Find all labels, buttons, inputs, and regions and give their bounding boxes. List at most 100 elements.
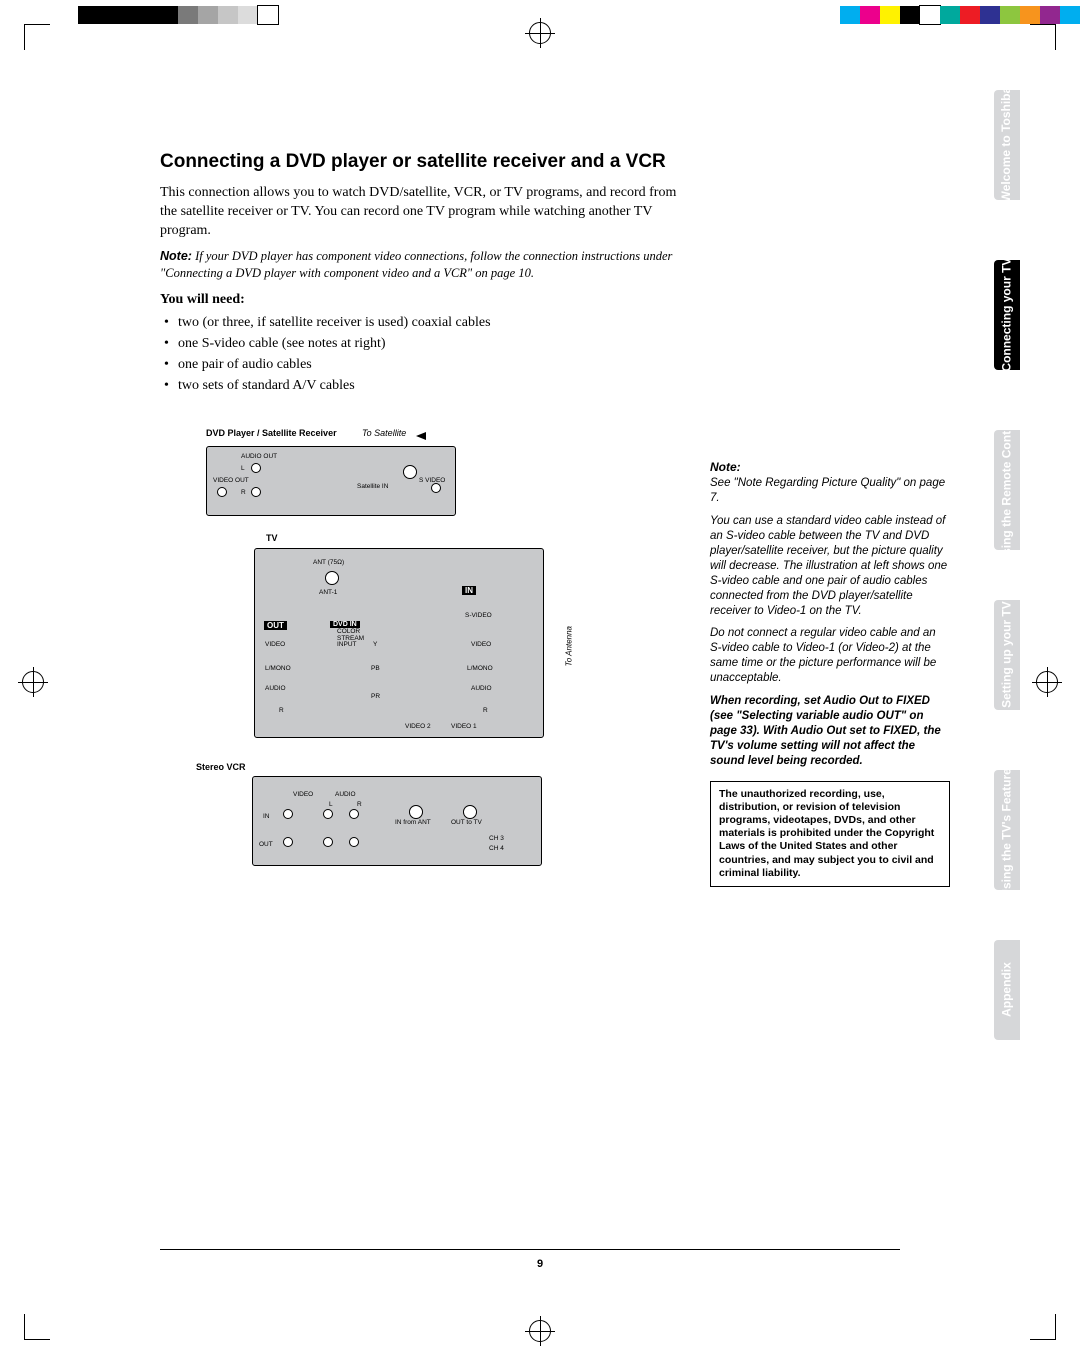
port-satellite-in: Satellite IN <box>357 483 388 490</box>
section-title: Connecting a DVD player or satellite rec… <box>160 150 690 174</box>
port-icon <box>217 487 227 497</box>
diagram-to-satellite-arrow-icon <box>416 432 426 440</box>
color-swatch <box>1000 6 1020 24</box>
color-swatch <box>960 6 980 24</box>
content-column: Connecting a DVD player or satellite rec… <box>160 150 690 886</box>
port-icon <box>323 809 333 819</box>
note-label: Note: <box>160 249 192 263</box>
port-vcr-video: VIDEO <box>293 791 313 798</box>
port-vcr-audio: AUDIO <box>335 791 356 798</box>
color-swatch <box>940 6 960 24</box>
crop-mark-br <box>1030 1314 1056 1340</box>
diagram-vcr-box: VIDEO AUDIO L R IN OUT IN from ANT OUT t… <box>252 776 542 866</box>
copyright-warning-box: The unauthorized recording, use, distrib… <box>710 781 950 887</box>
needs-item: one pair of audio cables <box>178 354 690 375</box>
footer-rule <box>160 1249 900 1250</box>
color-swatch <box>158 6 178 24</box>
port-icon <box>463 805 477 819</box>
port-color-stream: COLOR STREAM INPUT <box>337 629 371 649</box>
tab-label: Using the TV's Features <box>1000 762 1013 898</box>
port-ant1: ANT-1 <box>319 589 337 596</box>
side-notes-column: Note: See "Note Regarding Picture Qualit… <box>710 460 950 887</box>
port-ch4: CH 4 <box>489 845 504 852</box>
color-swatch <box>900 6 920 24</box>
tab-appendix[interactable]: Appendix <box>994 940 1020 1040</box>
port-lmono-out: L/MONO <box>265 665 291 672</box>
port-ant75: ANT (75Ω) <box>313 559 344 566</box>
diagram-dvdin-label: DVD IN <box>330 621 360 628</box>
diagram-to-antenna-label: To Antenna <box>564 626 573 666</box>
side-note-3: Do not connect a regular video cable and… <box>710 626 950 686</box>
port-icon <box>409 805 423 819</box>
side-note-2: You can use a standard video cable inste… <box>710 514 950 619</box>
port-vcr-r: R <box>357 801 362 808</box>
port-vcr-in: IN <box>263 813 270 820</box>
port-out-to-tv: OUT to TV <box>451 819 482 826</box>
port-icon <box>283 837 293 847</box>
crop-mark-bl <box>24 1314 50 1340</box>
port-icon <box>431 483 441 493</box>
chapter-tabs: Welcome to Toshiba Connecting your TV Us… <box>990 90 1020 1274</box>
port-audio-in-tv: AUDIO <box>471 685 492 692</box>
tab-features[interactable]: Using the TV's Features <box>994 770 1020 890</box>
diagram-dvd-label: DVD Player / Satellite Receiver <box>206 428 337 438</box>
color-swatch <box>880 6 900 24</box>
registration-target-right <box>1032 667 1062 697</box>
side-note-heading: Note: <box>710 460 950 474</box>
tab-connecting[interactable]: Connecting your TV <box>994 260 1020 370</box>
port-r-in: R <box>483 707 488 714</box>
tab-welcome[interactable]: Welcome to Toshiba <box>994 90 1020 200</box>
diagram-tv-label: TV <box>266 533 278 543</box>
diagram-dvd-box: AUDIO OUT VIDEO OUT Satellite IN S VIDEO… <box>206 446 456 516</box>
port-svideo-tv: S-VIDEO <box>465 612 492 619</box>
color-swatch <box>1060 6 1080 24</box>
port-vcr-l: L <box>329 801 333 808</box>
port-y: Y <box>373 641 377 648</box>
intro-paragraph: This connection allows you to watch DVD/… <box>160 184 690 241</box>
color-swatch <box>258 6 278 24</box>
color-swatch <box>840 6 860 24</box>
color-swatch <box>1040 6 1060 24</box>
wiring-diagram: DVD Player / Satellite Receiver To Satel… <box>190 426 560 886</box>
port-pr: PR <box>371 693 380 700</box>
page-number: 9 <box>537 1258 543 1270</box>
color-swatch <box>98 6 118 24</box>
needs-item: two sets of standard A/V cables <box>178 375 690 396</box>
port-vcr-out: OUT <box>259 841 273 848</box>
port-icon <box>323 837 333 847</box>
color-swatch <box>238 6 258 24</box>
crop-mark-tl <box>24 24 50 50</box>
component-note: Note: If your DVD player has component v… <box>160 248 690 282</box>
port-ch3: CH 3 <box>489 835 504 842</box>
port-l: L <box>241 465 245 472</box>
crop-mark-tr <box>1030 24 1056 50</box>
copyright-warning-text: The unauthorized recording, use, distrib… <box>719 788 934 879</box>
diagram-vcr-label: Stereo VCR <box>196 762 246 772</box>
port-video2: VIDEO 2 <box>405 723 431 730</box>
port-video-tv-in: VIDEO <box>471 641 491 648</box>
color-swatch <box>118 6 138 24</box>
port-video-out: VIDEO OUT <box>213 477 249 484</box>
port-audio-out: AUDIO OUT <box>241 453 277 460</box>
registration-target-bottom <box>525 1316 555 1346</box>
port-r: R <box>241 489 246 496</box>
tab-label: Connecting your TV <box>1000 258 1013 372</box>
color-swatch <box>198 6 218 24</box>
color-swatch <box>178 6 198 24</box>
port-icon <box>349 809 359 819</box>
diagram-in-label: IN <box>462 586 476 595</box>
port-icon <box>251 463 261 473</box>
port-icon <box>403 465 417 479</box>
tab-setup[interactable]: Setting up your TV <box>994 600 1020 710</box>
port-audio-out-tv: AUDIO <box>265 685 286 692</box>
port-lmono-in: L/MONO <box>467 665 493 672</box>
tab-label: Welcome to Toshiba <box>1000 87 1013 203</box>
color-registration-bar-left <box>78 6 278 24</box>
tab-remote[interactable]: Using the Remote Control <box>994 430 1020 550</box>
port-icon <box>349 837 359 847</box>
needs-item: two (or three, if satellite receiver is … <box>178 312 690 333</box>
manual-page: Connecting a DVD player or satellite rec… <box>60 90 1020 1274</box>
needs-list: two (or three, if satellite receiver is … <box>160 312 690 396</box>
needs-item: one S-video cable (see notes at right) <box>178 333 690 354</box>
port-in-from-ant: IN from ANT <box>395 819 431 826</box>
